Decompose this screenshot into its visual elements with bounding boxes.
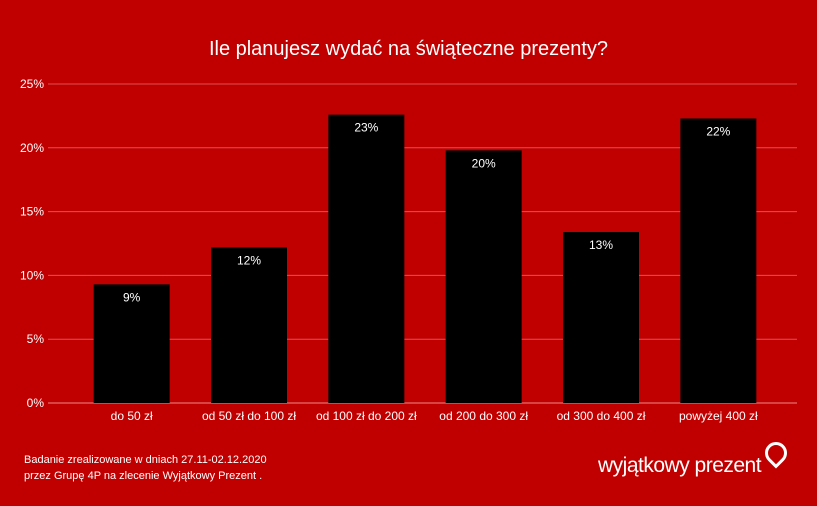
data-label: 20% bbox=[472, 156, 496, 170]
x-tick-label: od 100 zł do 200 zł bbox=[316, 409, 417, 423]
footer-line-1: Badanie zrealizowane w dniach 27.11-02.1… bbox=[24, 454, 267, 466]
data-label: 23% bbox=[354, 121, 378, 135]
data-label: 13% bbox=[589, 238, 613, 252]
data-label: 9% bbox=[123, 290, 141, 304]
x-tick-label: od 50 zł do 100 zł bbox=[202, 409, 296, 423]
bar bbox=[211, 247, 287, 403]
bar bbox=[563, 232, 639, 403]
y-tick-label: 10% bbox=[20, 268, 44, 282]
chart-title: Ile planujesz wydać na świąteczne prezen… bbox=[208, 38, 609, 60]
y-tick-label: 15% bbox=[20, 205, 44, 219]
bar bbox=[93, 284, 170, 403]
bar bbox=[680, 118, 757, 404]
footer-line-2: przez Grupę 4P na zlecenie Wyjątkowy Pre… bbox=[24, 470, 263, 482]
data-label: 12% bbox=[237, 253, 261, 267]
x-tick-label: powyżej 400 zł bbox=[679, 409, 758, 423]
data-label: 22% bbox=[706, 124, 730, 138]
x-tick-label: do 50 zł bbox=[111, 409, 153, 423]
logo-text: wyjątkowy prezent bbox=[598, 454, 762, 477]
x-tick-label: od 200 do 300 zł bbox=[439, 409, 528, 423]
y-tick-label: 25% bbox=[20, 77, 44, 91]
bar bbox=[445, 150, 522, 403]
bar-chart: 0% 5% 10% 15% 20% 25% 9% do 50 zł 12% od 50 zł do… bbox=[20, 77, 797, 423]
y-tick-label: 5% bbox=[27, 332, 45, 346]
logo: wyjątkowy prezent bbox=[598, 437, 792, 478]
bar bbox=[328, 114, 405, 404]
y-tick-label: 0% bbox=[27, 396, 45, 410]
map-pin-icon bbox=[760, 437, 792, 469]
x-tick-label: od 300 do 400 zł bbox=[557, 409, 646, 423]
y-tick-label: 20% bbox=[20, 141, 44, 155]
footer-note: Badanie zrealizowane w dniach 27.11-02.1… bbox=[24, 452, 267, 484]
